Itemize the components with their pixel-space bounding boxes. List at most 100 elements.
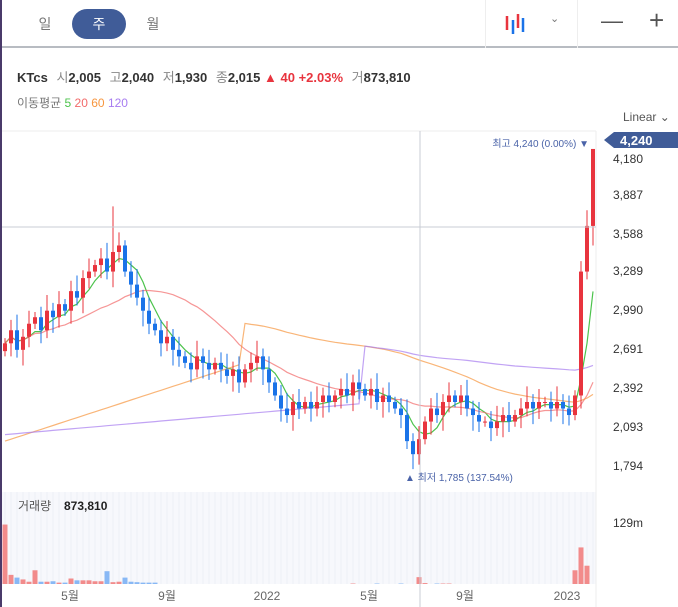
stock-name: KTcs	[17, 70, 48, 85]
y-tick-label: 2,990	[613, 303, 643, 317]
tab-day[interactable]: 일	[38, 16, 52, 32]
candle-body	[327, 395, 331, 402]
candle-body	[519, 408, 523, 416]
candle-body	[273, 382, 277, 396]
candle-body	[99, 258, 103, 266]
candle-body	[531, 402, 535, 409]
candle-body	[345, 388, 349, 396]
volume-bar	[2, 524, 8, 584]
volume-bar	[98, 581, 104, 584]
volume-bar	[44, 581, 50, 584]
volume-bar	[8, 574, 14, 584]
volume-bar	[122, 577, 128, 584]
scale-select[interactable]: Linear ⌄	[623, 110, 670, 124]
moving-average-legend[interactable]: 이동평균 5 20 60 120	[17, 96, 128, 110]
volume-bar	[584, 565, 590, 584]
candle-body	[153, 323, 157, 331]
volume-bar	[146, 582, 152, 584]
candle-body	[279, 395, 283, 409]
current-price: 4,240	[620, 133, 653, 148]
volume-bar	[38, 581, 44, 584]
candle-body	[567, 408, 571, 416]
chevron-down-icon[interactable]: ⌄	[550, 13, 560, 25]
candle-body	[399, 408, 403, 416]
volume-bar	[422, 583, 428, 584]
candle-body	[591, 148, 595, 226]
candle-body	[225, 369, 229, 376]
candle-body	[27, 323, 31, 337]
y-tick-label: 2,093	[613, 420, 643, 434]
candle-body	[555, 402, 559, 409]
candle-body	[303, 402, 307, 409]
candle-body	[237, 369, 241, 383]
candle-body	[165, 336, 169, 344]
candle-body	[585, 225, 589, 272]
candle-body	[159, 330, 163, 344]
x-tick-label: 5월	[360, 589, 378, 603]
change: ▲ 40	[264, 70, 295, 85]
candle-body	[501, 415, 505, 422]
max-marker: 최고 4,240 (0.00%) ▼	[492, 138, 589, 150]
candle-body	[483, 421, 487, 423]
candle-body	[129, 271, 133, 285]
zoom-in-button[interactable]: +	[649, 5, 665, 35]
candle-body	[579, 271, 583, 396]
candle-body	[135, 284, 139, 298]
x-tick-label: 5월	[61, 589, 79, 603]
volume-bar	[92, 581, 98, 584]
ma-20-line	[4, 289, 594, 419]
candle-body	[549, 402, 553, 409]
candle-body	[87, 271, 91, 279]
candle-body	[357, 382, 361, 389]
candle-body	[75, 291, 79, 298]
candle-body	[45, 310, 49, 331]
candle-body	[573, 395, 577, 416]
ma-60-line	[4, 322, 594, 442]
candle-body	[51, 310, 55, 318]
candle-body	[423, 421, 427, 440]
candle-body	[507, 415, 511, 422]
tab-week[interactable]: 주	[72, 9, 126, 39]
candle-body	[15, 330, 19, 350]
candle-body	[393, 402, 397, 409]
candle-body	[525, 402, 529, 409]
candle-body	[291, 402, 295, 416]
candle-body	[189, 362, 193, 370]
volume-bar	[128, 581, 134, 584]
candle-body	[69, 291, 73, 311]
volume-bar	[68, 578, 74, 584]
candlestick-icon[interactable]	[504, 12, 528, 36]
volume-bar	[134, 582, 140, 584]
y-tick-label: 3,588	[613, 227, 643, 241]
volume-bar	[62, 582, 68, 584]
candle-body	[381, 395, 385, 402]
x-tick-label: 9월	[456, 589, 474, 603]
candle-body	[453, 395, 457, 402]
candle-body	[255, 356, 259, 363]
candle-body	[3, 343, 7, 352]
candle-body	[285, 408, 289, 416]
candle-body	[57, 304, 61, 318]
candle-body	[63, 304, 67, 311]
candle-body	[195, 356, 199, 370]
candle-body	[39, 317, 43, 331]
candle-body	[81, 278, 85, 298]
candle-body	[441, 402, 445, 416]
candle-body	[489, 421, 493, 429]
x-tick-label: 9월	[158, 589, 176, 603]
candle-body	[219, 362, 223, 370]
candle-body	[171, 336, 175, 350]
candle-body	[93, 265, 97, 272]
candle-body	[477, 415, 481, 422]
zoom-out-button[interactable]: —	[601, 8, 623, 33]
candle-body	[411, 441, 415, 455]
candle-body	[123, 245, 127, 272]
volume-bar	[416, 577, 422, 584]
candle-body	[207, 362, 211, 370]
volume-bar	[140, 582, 146, 584]
volume-max-label: 129m	[613, 516, 643, 530]
tab-month[interactable]: 월	[146, 16, 160, 32]
candle-body	[267, 369, 271, 383]
volume-bar	[578, 547, 584, 584]
